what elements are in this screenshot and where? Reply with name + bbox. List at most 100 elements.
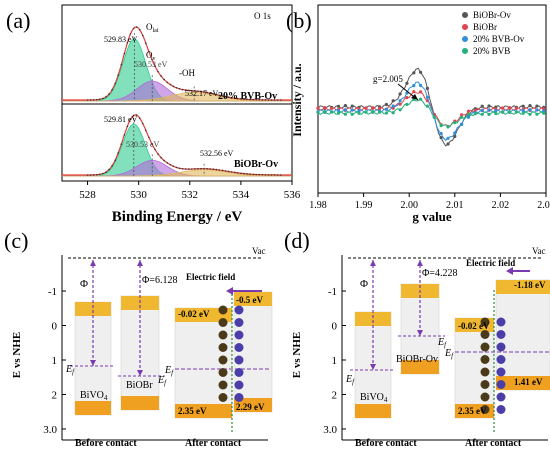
peak-a1-label: Olat — [146, 22, 159, 34]
epr-data-point — [460, 122, 464, 126]
fermi-label-2: Ef — [157, 375, 167, 387]
xps-data-point — [126, 125, 129, 127]
positive-charge — [218, 368, 228, 377]
xps-data-point — [194, 90, 196, 92]
xps-data-point — [243, 172, 245, 175]
panel-b-xlabel: g value — [412, 209, 452, 224]
y-axis-label: E vs NHE — [11, 332, 23, 378]
epr-data-point — [405, 81, 409, 85]
xps-data-point — [209, 168, 211, 170]
xps-data-point — [270, 174, 273, 176]
material-label-biobr: BiOBr — [126, 380, 153, 391]
y-tick-label: 1 — [332, 355, 338, 367]
epr-data-point — [330, 110, 334, 114]
epr-data-point — [405, 96, 409, 100]
epr-data-point — [487, 104, 491, 108]
xps-data-point — [96, 98, 98, 101]
positive-charge — [480, 380, 490, 389]
after-contact-label: After contact — [465, 438, 522, 449]
epr-data-point — [330, 106, 334, 110]
epr-data-point — [446, 125, 450, 129]
bivo4-conduction-band — [75, 302, 111, 316]
electric-field-arrowhead — [226, 287, 233, 295]
negative-charge — [234, 305, 244, 315]
xps-data-point — [243, 98, 245, 100]
epr-data-point — [473, 112, 477, 116]
xps-data-point — [154, 148, 156, 151]
y-tick-label: -1 — [48, 286, 57, 298]
positive-charge — [480, 405, 490, 414]
epr-series-line — [317, 81, 544, 142]
epr-data-point — [405, 102, 409, 106]
epr-data-point — [425, 95, 429, 99]
xps-data-point — [120, 143, 123, 145]
xps-data-point — [135, 114, 138, 116]
epr-data-point — [412, 84, 416, 88]
xps-fit-envelope — [62, 26, 292, 101]
epr-data-point — [378, 106, 382, 111]
negative-charge — [234, 330, 244, 340]
xps-data-point — [114, 159, 116, 161]
electric-field-label: Electric field — [186, 272, 235, 282]
positive-charge — [480, 342, 490, 352]
xps-data-point — [105, 96, 107, 98]
epr-data-point — [391, 111, 395, 115]
epr-data-point — [343, 108, 347, 112]
negative-charge — [496, 367, 506, 377]
peak-a2-label: Ov — [146, 50, 156, 62]
xps-data-point — [178, 88, 181, 90]
epr-data-point — [528, 112, 532, 116]
epr-data-point — [419, 90, 423, 94]
xps-data-point — [258, 99, 261, 101]
epr-data-point — [542, 107, 546, 111]
xps-data-point — [172, 165, 175, 168]
xps-data-point — [105, 171, 107, 173]
xps-data-point — [280, 174, 282, 176]
xps-data-point — [138, 28, 141, 31]
xps-data-point — [237, 97, 239, 100]
xps-data-point — [181, 88, 184, 91]
epr-data-point — [412, 71, 416, 75]
xps-data-point — [197, 168, 199, 170]
legend-label: 20% BVB-Ov — [473, 34, 525, 44]
fermi-sub: f — [451, 352, 454, 360]
work-function-arrow-2-head-top — [137, 260, 143, 266]
x-tick-label: 528 — [79, 189, 96, 201]
xps-data-point — [175, 166, 178, 169]
epr-data-point — [535, 112, 539, 116]
xps-data-point — [261, 173, 264, 176]
peak-a2-ev: 530.53 eV — [134, 60, 168, 69]
after-right-valence-band — [496, 376, 550, 390]
epr-data-point — [487, 112, 491, 116]
fermi-sub: f — [444, 341, 447, 349]
epr-data-point — [364, 110, 368, 114]
xps-data-point — [240, 98, 242, 100]
xps-data-point — [227, 170, 230, 173]
cb-left-value: -0.02 eV — [178, 309, 210, 319]
xps-data-point — [197, 90, 199, 92]
xps-data-point — [157, 70, 159, 73]
xps-data-point — [117, 152, 119, 154]
epr-data-point — [480, 108, 484, 112]
epr-data-point — [487, 108, 491, 112]
legend-marker — [462, 48, 468, 54]
epr-data-point — [521, 111, 525, 115]
legend-label: BiOBr-Ov — [473, 10, 511, 20]
fermi-label-1: Ef — [65, 364, 75, 376]
positive-charge — [480, 392, 490, 402]
epr-data-point — [398, 92, 402, 96]
x-tick-label: 1.99 — [355, 200, 373, 211]
fermi-label-3: Ef — [444, 348, 454, 360]
xps-data-point — [230, 171, 233, 173]
negative-charge — [496, 342, 506, 352]
panel-a-letter: (a) — [6, 8, 30, 33]
xps-data-point — [212, 168, 215, 170]
work-function-arrow-1-head-bottom — [370, 364, 376, 370]
epr-data-point — [419, 83, 423, 88]
xps-data-point — [111, 165, 113, 167]
legend-marker — [462, 24, 468, 30]
xps-data-point — [114, 82, 116, 85]
epr-data-point — [480, 112, 484, 116]
xps-data-point — [270, 99, 273, 101]
xps-data-point — [86, 174, 89, 176]
